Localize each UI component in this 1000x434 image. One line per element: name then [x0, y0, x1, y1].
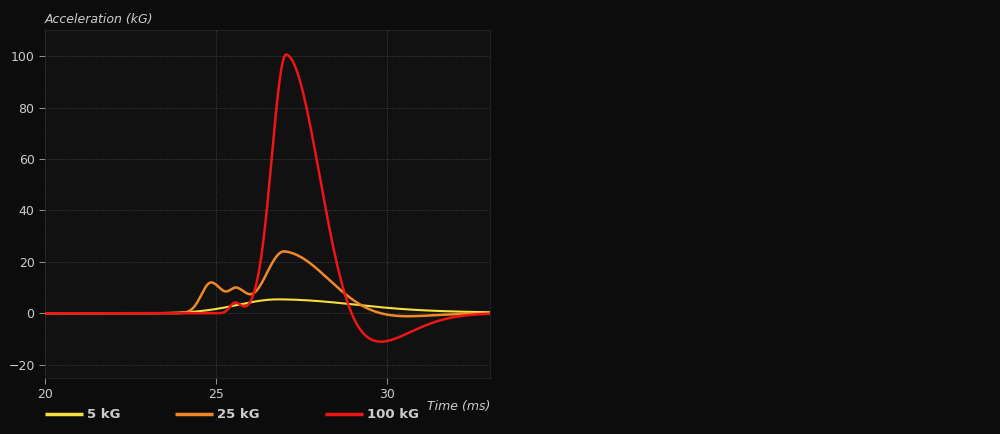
Text: 25 kG: 25 kG: [217, 408, 260, 421]
Text: Acceleration (kG): Acceleration (kG): [45, 13, 154, 26]
Text: 5 kG: 5 kG: [87, 408, 120, 421]
Text: Time (ms): Time (ms): [427, 400, 490, 413]
Text: 100 kG: 100 kG: [367, 408, 419, 421]
